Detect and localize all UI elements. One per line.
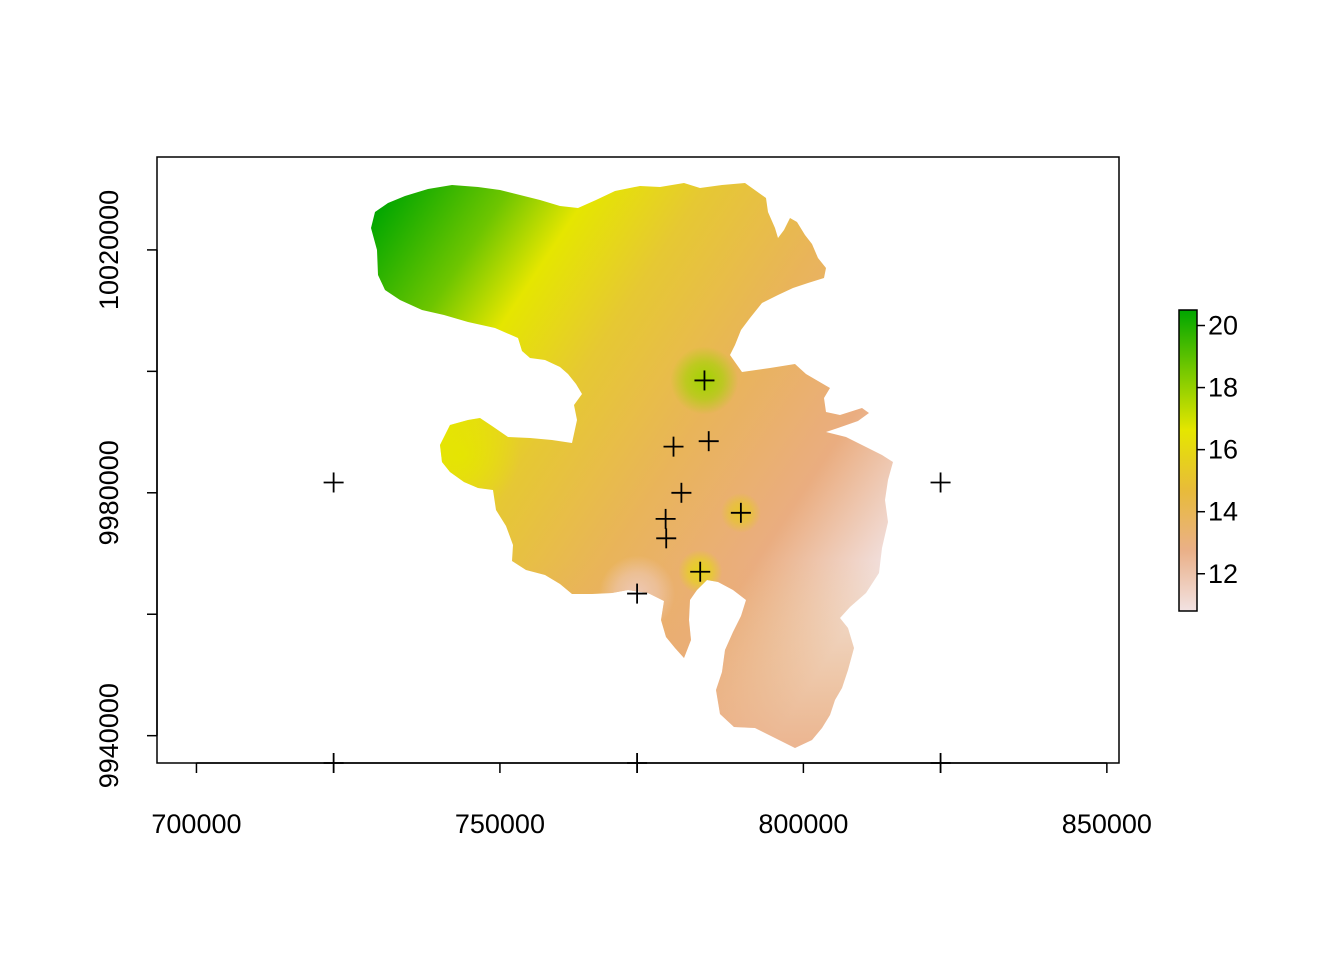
colorbar-tick-label: 16	[1208, 435, 1238, 465]
colorbar-tick-label: 14	[1208, 497, 1238, 527]
x-tick-label: 700000	[151, 809, 241, 839]
y-tick-label: 9980000	[94, 440, 124, 545]
sample-point	[698, 431, 719, 452]
colorbar-legend: 12 14 16 18 20	[1178, 309, 1238, 612]
colorbar-tick-label: 20	[1208, 311, 1238, 341]
y-tick-label: 10020000	[94, 190, 124, 310]
y-axis: 9940000 9980000 10020000	[94, 190, 158, 788]
y-tick-label: 9940000	[94, 683, 124, 788]
raster-west-lobe	[380, 380, 540, 540]
sample-point	[730, 502, 751, 523]
sample-point	[694, 370, 715, 391]
sample-point	[663, 436, 684, 457]
sample-point	[690, 561, 711, 582]
raster-surface	[371, 183, 893, 748]
sample-point	[323, 753, 344, 773]
sample-point	[930, 753, 951, 773]
colorbar-tick-label: 18	[1208, 373, 1238, 403]
sample-point	[627, 753, 648, 773]
sample-points	[323, 370, 951, 773]
sample-point	[930, 472, 951, 493]
colorbar-ticks: 12 14 16 18 20	[1197, 311, 1238, 589]
colorbar-rect	[1178, 309, 1198, 612]
x-axis: 700000 750000 800000 850000	[151, 762, 1152, 839]
colorbar-tick-label: 12	[1208, 559, 1238, 589]
sample-point	[323, 472, 344, 493]
x-tick-label: 750000	[455, 809, 545, 839]
sample-point	[655, 508, 676, 529]
sample-point	[627, 583, 648, 604]
sample-point	[671, 482, 692, 503]
x-tick-label: 800000	[758, 809, 848, 839]
x-tick-label: 850000	[1062, 809, 1152, 839]
sample-point	[656, 528, 677, 549]
